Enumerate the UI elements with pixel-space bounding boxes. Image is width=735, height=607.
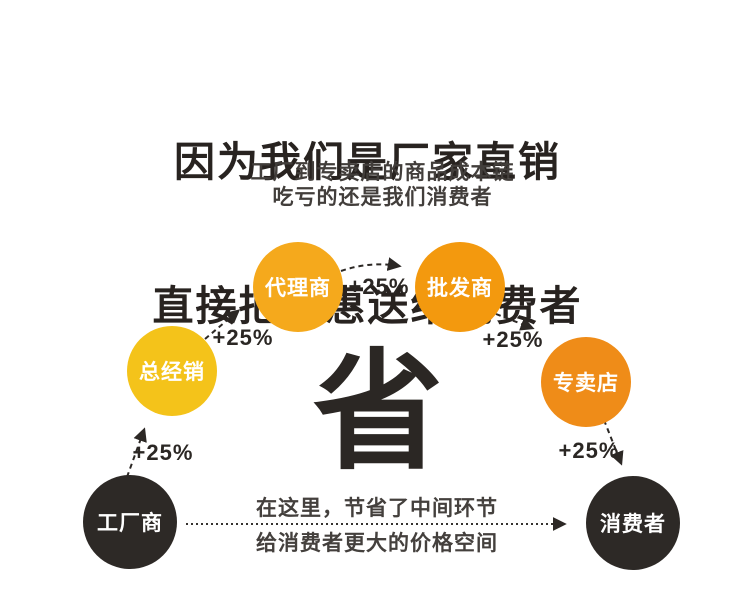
subtitle-line-2: 吃亏的还是我们消费者 bbox=[272, 186, 493, 209]
title-line-2: 直接把优惠送给消费者 bbox=[152, 283, 583, 329]
markup-label-5: +25% bbox=[558, 438, 620, 463]
node-wholesaler: 批发商 bbox=[415, 242, 505, 332]
page-title: 因为我们是厂家直销 直接把优惠送给消费者 bbox=[0, 42, 735, 426]
markup-label-2: +25% bbox=[212, 325, 274, 350]
arrow-wholesaler-to-store bbox=[495, 313, 535, 331]
node-factory: 工厂商 bbox=[83, 475, 177, 569]
bottom-note-line-1: 在这里，节省了中间环节 bbox=[256, 497, 498, 520]
arrow-agent-to-wholesaler bbox=[340, 257, 402, 272]
node-agent: 代理商 bbox=[253, 242, 343, 332]
save-highlight-character: 省 bbox=[312, 339, 443, 485]
node-consumer-label: 消费者 bbox=[600, 513, 666, 536]
node-distributor-label: 总经销 bbox=[139, 361, 205, 384]
node-wholesaler-label: 批发商 bbox=[427, 277, 493, 300]
title-line-1: 因为我们是厂家直销 bbox=[174, 139, 561, 185]
markup-label-1: +25% bbox=[132, 440, 194, 465]
markup-label-3: +25% bbox=[348, 274, 410, 299]
node-factory-label: 工厂商 bbox=[97, 512, 163, 535]
node-store-label: 专卖店 bbox=[553, 372, 619, 395]
bottom-note: 在这里，节省了中间环节 给消费者更大的价格空间 bbox=[227, 495, 527, 558]
node-distributor: 总经销 bbox=[127, 326, 217, 416]
subtitle: 工厂到专卖店的商品成本链 吃亏的还是我们消费者 bbox=[0, 160, 735, 210]
node-store: 专卖店 bbox=[541, 337, 631, 427]
arrow-distributor-to-agent bbox=[204, 309, 241, 340]
node-agent-label: 代理商 bbox=[265, 277, 331, 300]
bottom-note-line-2: 给消费者更大的价格空间 bbox=[256, 532, 498, 555]
markup-label-4: +25% bbox=[482, 327, 544, 352]
subtitle-line-1: 工厂到专卖店的商品成本链 bbox=[250, 161, 515, 184]
node-consumer: 消费者 bbox=[586, 476, 680, 570]
arrow-store-to-consumer bbox=[603, 419, 624, 466]
